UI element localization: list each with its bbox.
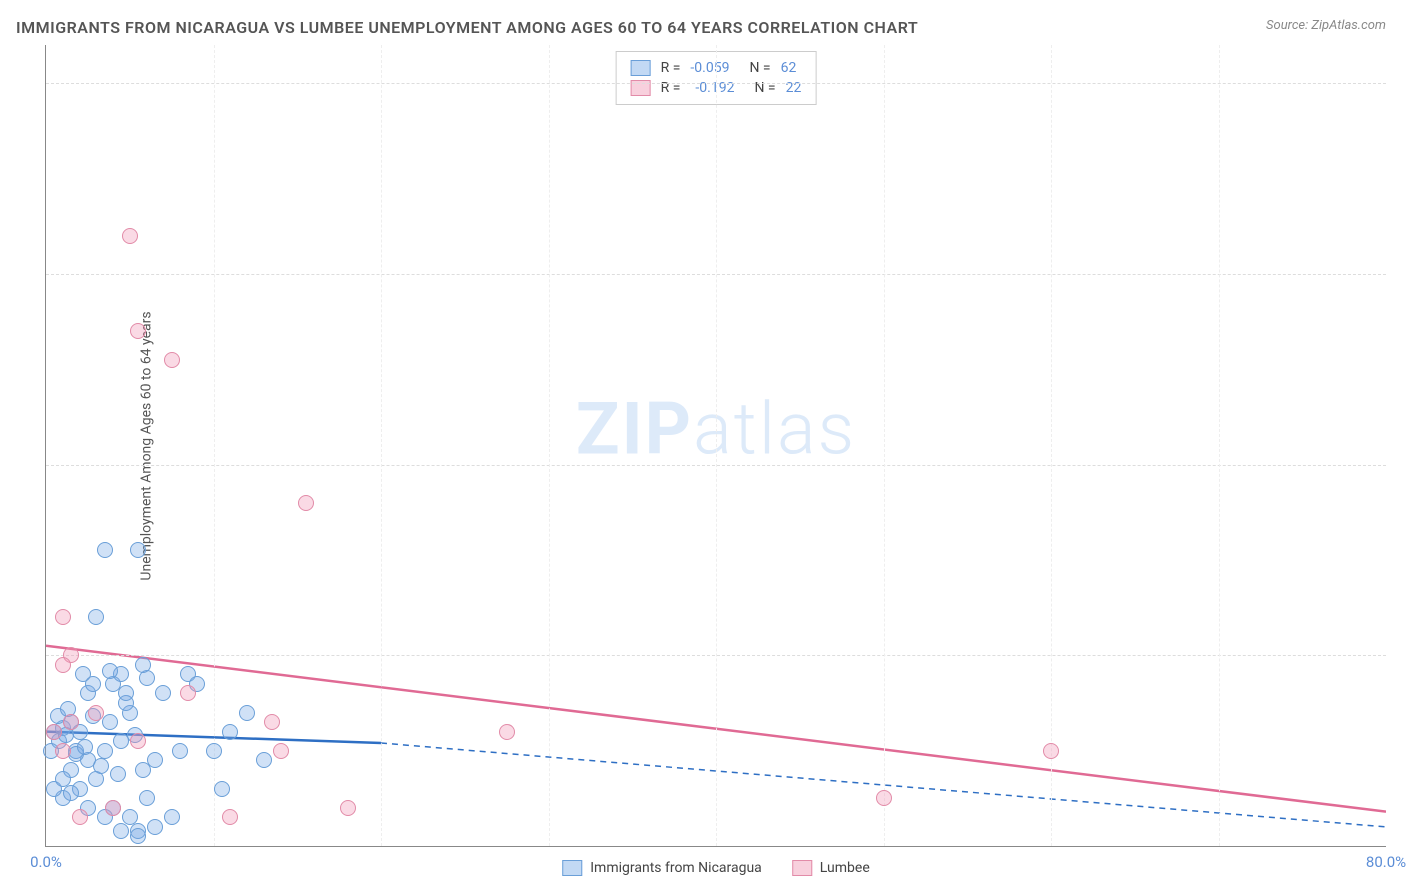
source-attribution: Source: ZipAtlas.com	[1266, 18, 1386, 33]
swatch-pink-icon	[792, 860, 812, 876]
data-point-blue	[164, 809, 180, 825]
n-value-blue: 62	[781, 60, 797, 76]
data-point-pink	[273, 743, 289, 759]
data-point-pink	[122, 228, 138, 244]
data-point-blue	[239, 705, 255, 721]
data-point-blue	[102, 663, 118, 679]
data-point-blue	[102, 714, 118, 730]
data-point-blue	[118, 685, 134, 701]
data-point-pink	[46, 724, 62, 740]
gridline-v	[214, 45, 215, 846]
data-point-blue	[222, 724, 238, 740]
data-point-blue	[77, 739, 93, 755]
data-point-blue	[97, 542, 113, 558]
data-point-pink	[876, 790, 892, 806]
data-point-pink	[264, 714, 280, 730]
legend-item-pink: Lumbee	[792, 860, 870, 876]
data-point-pink	[88, 705, 104, 721]
data-point-blue	[130, 828, 146, 844]
data-point-blue	[85, 676, 101, 692]
data-point-pink	[222, 809, 238, 825]
data-point-blue	[113, 823, 129, 839]
data-point-pink	[55, 609, 71, 625]
data-point-blue	[93, 758, 109, 774]
data-point-blue	[155, 685, 171, 701]
gridline-v	[1219, 45, 1220, 846]
data-point-pink	[63, 714, 79, 730]
data-point-blue	[97, 743, 113, 759]
data-point-blue	[214, 781, 230, 797]
gridline-v	[381, 45, 382, 846]
x-tick-label: 0.0%	[30, 853, 62, 871]
data-point-pink	[499, 724, 515, 740]
data-point-blue	[256, 752, 272, 768]
data-point-pink	[105, 800, 121, 816]
gridline-v	[716, 45, 717, 846]
gridline-v	[884, 45, 885, 846]
x-tick-label: 80.0%	[1366, 853, 1406, 871]
data-point-blue	[139, 790, 155, 806]
n-label: N =	[749, 60, 770, 76]
data-point-blue	[110, 766, 126, 782]
chart-plot-area: ZIPatlas R = -0.059 N = 62 R = -0.192 N …	[45, 45, 1386, 847]
data-point-blue	[206, 743, 222, 759]
data-point-blue	[88, 609, 104, 625]
gridline-v	[549, 45, 550, 846]
data-point-blue	[172, 743, 188, 759]
swatch-blue-icon	[631, 60, 651, 76]
series-name-pink: Lumbee	[820, 860, 870, 876]
data-point-pink	[1043, 743, 1059, 759]
r-label: R =	[661, 60, 681, 76]
data-point-blue	[63, 785, 79, 801]
swatch-blue-icon	[562, 860, 582, 876]
series-name-blue: Immigrants from Nicaragua	[590, 860, 762, 876]
data-point-blue	[135, 657, 151, 673]
legend-item-blue: Immigrants from Nicaragua	[562, 860, 762, 876]
r-value-blue: -0.059	[690, 60, 729, 76]
data-point-pink	[340, 800, 356, 816]
data-point-pink	[130, 733, 146, 749]
chart-title: IMMIGRANTS FROM NICARAGUA VS LUMBEE UNEM…	[16, 18, 918, 37]
data-point-pink	[180, 685, 196, 701]
data-point-pink	[55, 657, 71, 673]
gridline-v	[1051, 45, 1052, 846]
data-point-pink	[130, 323, 146, 339]
data-point-pink	[55, 743, 71, 759]
data-point-pink	[164, 352, 180, 368]
data-point-pink	[298, 495, 314, 511]
data-point-blue	[130, 542, 146, 558]
data-point-pink	[72, 809, 88, 825]
data-point-blue	[147, 819, 163, 835]
series-legend: Immigrants from Nicaragua Lumbee	[562, 860, 870, 876]
data-point-blue	[135, 762, 151, 778]
